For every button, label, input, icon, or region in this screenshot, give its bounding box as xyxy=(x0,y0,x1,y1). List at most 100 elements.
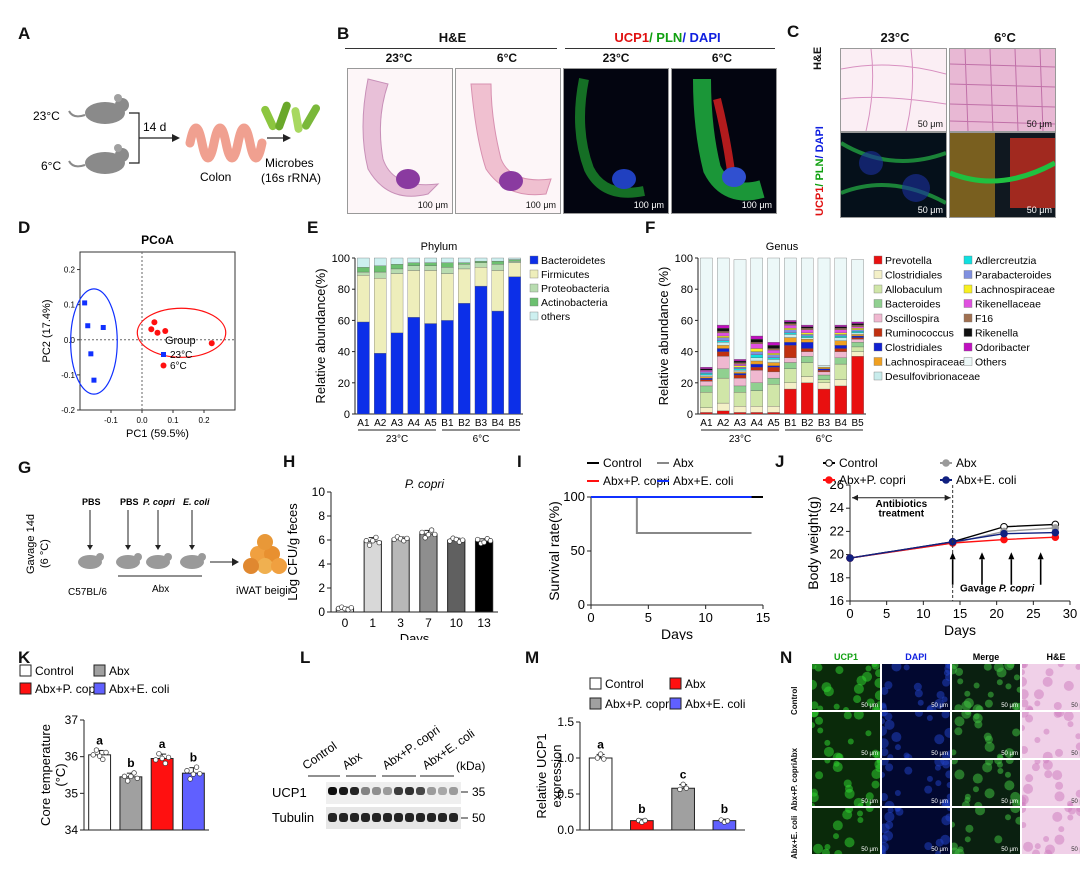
panel-b: H&E UCP1/ PLN/ DAPI 23°C 6°C 23°C 6°C 10… xyxy=(345,30,777,215)
bar-segment xyxy=(717,328,730,332)
n-micrograph: 50 μm xyxy=(882,712,950,758)
bar-segment xyxy=(784,323,797,326)
data-point xyxy=(348,605,354,611)
bar-segment xyxy=(784,357,797,363)
n-texture xyxy=(866,698,875,707)
bar-segment xyxy=(767,345,780,349)
n-micrograph: 50 μm xyxy=(1022,808,1080,854)
n-col-header: H&E xyxy=(1046,652,1066,662)
n-texture xyxy=(964,690,971,697)
x-tick-label: B4 xyxy=(835,418,848,429)
data-point xyxy=(103,749,109,756)
microbes-label-2: (16s rRNA) xyxy=(261,171,321,185)
x-tick-label: 10 xyxy=(698,610,712,625)
panel-label-c: C xyxy=(787,22,800,41)
legend-swatch xyxy=(963,255,973,265)
n-texture xyxy=(1022,689,1029,700)
he-header: H&E xyxy=(438,30,467,45)
tubulin-band xyxy=(449,813,458,822)
bar-segment xyxy=(407,265,420,271)
n-texture xyxy=(1015,816,1020,825)
bar xyxy=(588,757,613,831)
kda-label: (kDa) xyxy=(456,759,485,773)
n-texture xyxy=(894,790,901,797)
n-texture xyxy=(954,716,965,727)
x-axis-label: Days xyxy=(661,626,693,640)
legend-label: Control xyxy=(839,456,878,470)
y-tick-label: 4 xyxy=(318,557,325,571)
n-texture xyxy=(904,766,913,775)
marker-label: 50 xyxy=(472,811,486,825)
bar-segment xyxy=(717,402,730,412)
bar-segment xyxy=(733,377,747,387)
bar-segment xyxy=(834,324,847,327)
n-texture xyxy=(965,824,974,833)
n-micrograph: 50 μm xyxy=(882,760,950,806)
bar-segment xyxy=(834,348,847,352)
scale-bar-label: 50 μm xyxy=(1001,703,1018,709)
n-texture xyxy=(882,760,889,766)
y-tick-label: 2 xyxy=(318,581,325,595)
group-label: 6°C xyxy=(816,434,833,445)
n-texture xyxy=(833,833,840,840)
bar-segment xyxy=(717,342,730,346)
gavage-label: Gavage 14d xyxy=(25,514,37,574)
bar-segment xyxy=(767,412,780,415)
y-axis-label: Body weight(g) xyxy=(805,496,821,589)
ucp1-band xyxy=(427,787,436,795)
data-point xyxy=(594,755,601,761)
x-tick-label: 0 xyxy=(342,616,349,630)
bar-segment xyxy=(834,337,847,341)
bar-segment xyxy=(784,334,797,338)
n-texture xyxy=(821,682,832,693)
n-texture xyxy=(903,664,910,671)
n-texture xyxy=(812,679,818,690)
y-axis-label: Relative abundance (%) xyxy=(656,267,671,406)
n-texture xyxy=(1022,676,1028,687)
n-texture xyxy=(835,666,844,675)
x-tick-label: B5 xyxy=(851,418,864,429)
outcome-label: iWAT beiging xyxy=(236,585,290,597)
ucp1-band xyxy=(394,787,403,795)
bar-segment xyxy=(700,412,713,415)
data-point xyxy=(422,535,428,541)
gavage-temp-label: (6 °C) xyxy=(39,539,51,568)
x-tick-label: B5 xyxy=(508,418,521,429)
n-row-label: Control xyxy=(790,686,799,715)
bar-segment xyxy=(817,371,831,376)
data-point xyxy=(100,324,106,330)
n-texture xyxy=(1043,760,1050,764)
tubulin-band xyxy=(416,813,425,822)
data-point xyxy=(475,536,481,543)
n-texture xyxy=(875,669,880,678)
n-texture xyxy=(1075,789,1080,798)
mouse-icon xyxy=(180,553,206,569)
x-tick-label: A3 xyxy=(391,418,404,429)
bar-segment xyxy=(784,345,797,358)
row-he-label: H&E xyxy=(812,46,824,70)
data-point xyxy=(91,377,97,383)
y-tick-label: 100 xyxy=(675,253,693,265)
n-texture xyxy=(882,793,888,802)
n-texture xyxy=(842,809,853,820)
bar-segment xyxy=(717,257,730,326)
legend-label: Adlercreutzia xyxy=(975,255,1036,267)
data-point xyxy=(1051,528,1060,537)
bar-segment xyxy=(767,359,780,363)
n-texture xyxy=(884,811,895,822)
legend-label: Clostridiales xyxy=(885,270,942,282)
x-axis-label: Days xyxy=(400,631,430,640)
data-point xyxy=(82,300,88,306)
data-point xyxy=(370,538,376,544)
n-texture xyxy=(813,843,824,854)
n-texture xyxy=(865,730,872,737)
data-point xyxy=(683,785,689,791)
n-texture xyxy=(1063,712,1074,722)
tubulin-band xyxy=(427,813,436,822)
n-texture xyxy=(882,845,887,854)
n-texture xyxy=(1022,808,1027,813)
legend-swatch xyxy=(529,283,539,293)
bar-segment xyxy=(733,373,747,376)
n-texture xyxy=(1022,796,1027,805)
bar-segment xyxy=(834,332,847,335)
